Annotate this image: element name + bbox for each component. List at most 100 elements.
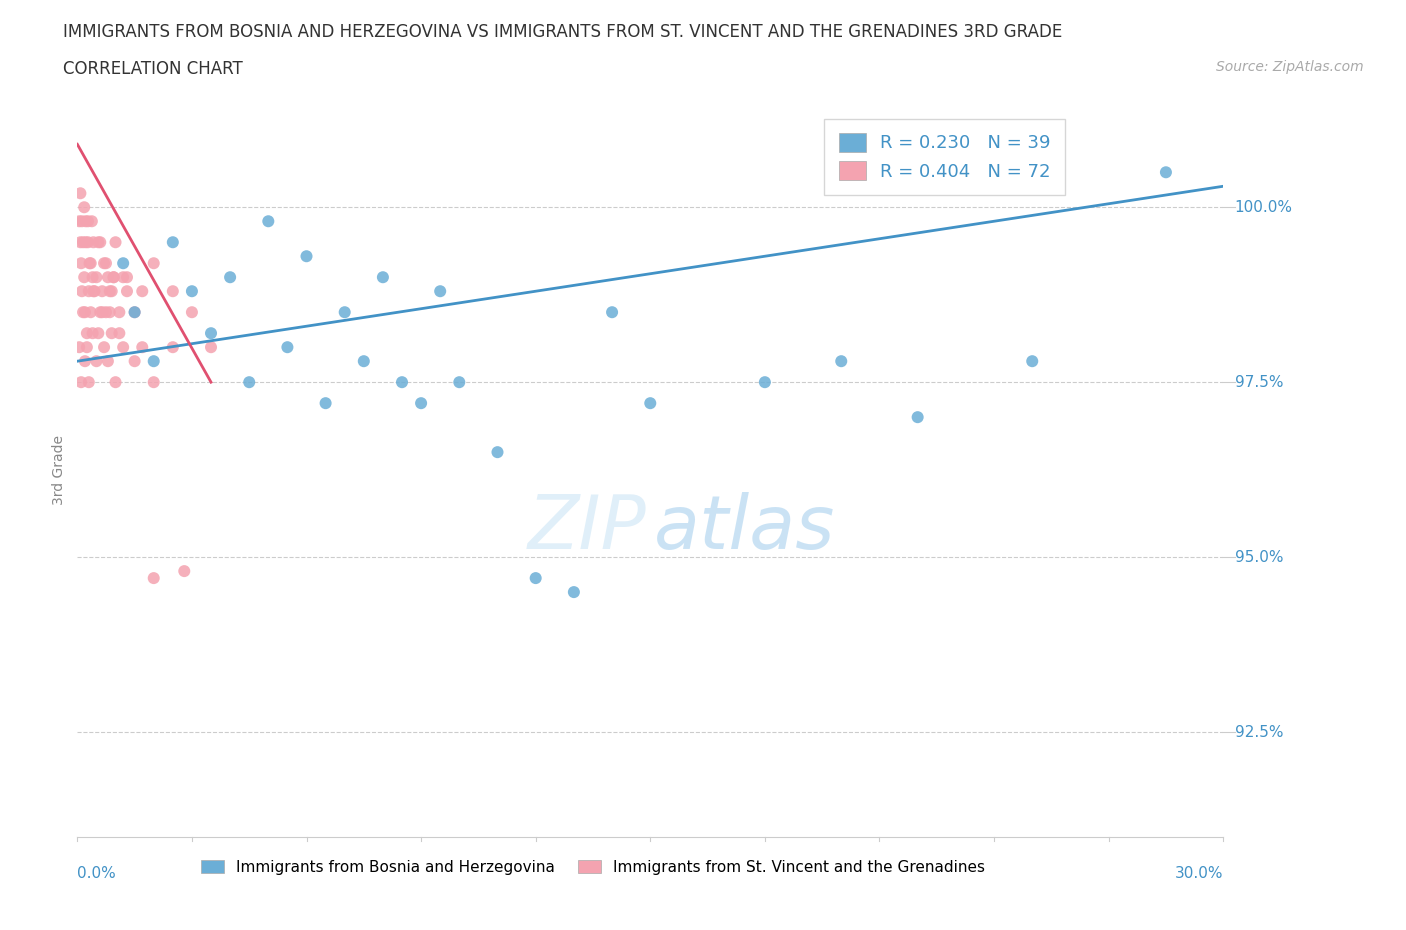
Point (83, 284, 105, 299)
Point (315, 396, 337, 411)
Point (830, 353, 852, 368)
Point (75, 234, 97, 249)
Point (94, 305, 117, 320)
Point (69, 234, 91, 249)
Point (80, 256, 103, 271)
Point (429, 284, 451, 299)
Text: ZIP: ZIP (529, 492, 647, 565)
Text: 97.5%: 97.5% (1234, 375, 1284, 390)
Point (100, 326, 122, 340)
Text: 95.0%: 95.0% (1234, 550, 1284, 565)
Text: 30.0%: 30.0% (1175, 867, 1223, 882)
Point (108, 326, 131, 340)
Point (67, 214, 90, 229)
Text: 100.0%: 100.0% (1234, 200, 1292, 215)
Point (562, 585, 585, 600)
Point (82, 234, 104, 249)
Point (72, 234, 94, 249)
Point (1154, 165, 1177, 179)
Point (82, 326, 104, 340)
Point (124, 353, 146, 368)
Point (94, 256, 117, 271)
Point (142, 256, 165, 271)
Point (73, 270, 96, 285)
Point (371, 270, 394, 285)
Point (80, 305, 103, 320)
Point (219, 270, 242, 285)
Point (115, 270, 138, 285)
Point (72, 305, 94, 320)
Point (162, 234, 184, 249)
Point (75, 214, 97, 229)
Point (112, 339, 135, 354)
Point (200, 326, 222, 340)
Point (333, 305, 356, 320)
Point (486, 445, 509, 459)
Point (524, 571, 547, 586)
Y-axis label: 3rd Grade: 3rd Grade (52, 434, 66, 505)
Point (87, 326, 110, 340)
Text: Source: ZipAtlas.com: Source: ZipAtlas.com (1216, 60, 1364, 74)
Point (124, 305, 146, 320)
Point (108, 305, 131, 320)
Legend: R = 0.230   N = 39, R = 0.404   N = 72: R = 0.230 N = 39, R = 0.404 N = 72 (824, 119, 1066, 195)
Point (103, 270, 125, 285)
Point (295, 249, 318, 264)
Point (600, 305, 623, 320)
Point (180, 284, 202, 299)
Point (87, 234, 110, 249)
Point (70, 214, 93, 229)
Point (91, 305, 114, 320)
Point (142, 353, 165, 368)
Point (257, 214, 280, 229)
Text: IMMIGRANTS FROM BOSNIA AND HERZEGOVINA VS IMMIGRANTS FROM ST. VINCENT AND THE GR: IMMIGRANTS FROM BOSNIA AND HERZEGOVINA V… (63, 23, 1063, 41)
Point (100, 284, 122, 299)
Point (77, 214, 100, 229)
Point (70, 375, 93, 390)
Point (104, 234, 127, 249)
Point (93, 256, 115, 271)
Point (142, 571, 165, 586)
Point (1021, 353, 1043, 368)
Point (79, 256, 101, 271)
Point (162, 284, 184, 299)
Point (162, 339, 184, 354)
Point (77, 375, 100, 390)
Point (89, 234, 111, 249)
Point (77, 284, 100, 299)
Point (69, 186, 91, 201)
Point (907, 410, 929, 425)
Point (67, 339, 90, 354)
Point (353, 353, 375, 368)
Point (76, 339, 98, 354)
Point (173, 564, 195, 578)
Text: atlas: atlas (654, 492, 835, 565)
Point (70, 284, 93, 299)
Point (70, 256, 93, 271)
Point (98, 284, 121, 299)
Point (93, 339, 115, 354)
Point (77, 234, 100, 249)
Point (411, 396, 433, 411)
Point (73, 200, 96, 215)
Point (449, 375, 471, 390)
Point (754, 375, 776, 390)
Point (104, 375, 127, 390)
Point (98, 305, 121, 320)
Point (82, 270, 104, 285)
Point (76, 326, 98, 340)
Text: 0.0%: 0.0% (77, 867, 117, 882)
Point (180, 305, 202, 320)
Point (112, 256, 135, 271)
Point (73, 305, 96, 320)
Point (131, 339, 153, 354)
Text: CORRELATION CHART: CORRELATION CHART (63, 60, 243, 78)
Point (124, 305, 146, 320)
Point (97, 270, 120, 285)
Point (97, 353, 120, 368)
Point (73, 353, 96, 368)
Point (86, 353, 108, 368)
Point (91, 284, 114, 299)
Point (276, 339, 298, 354)
Point (115, 284, 138, 299)
